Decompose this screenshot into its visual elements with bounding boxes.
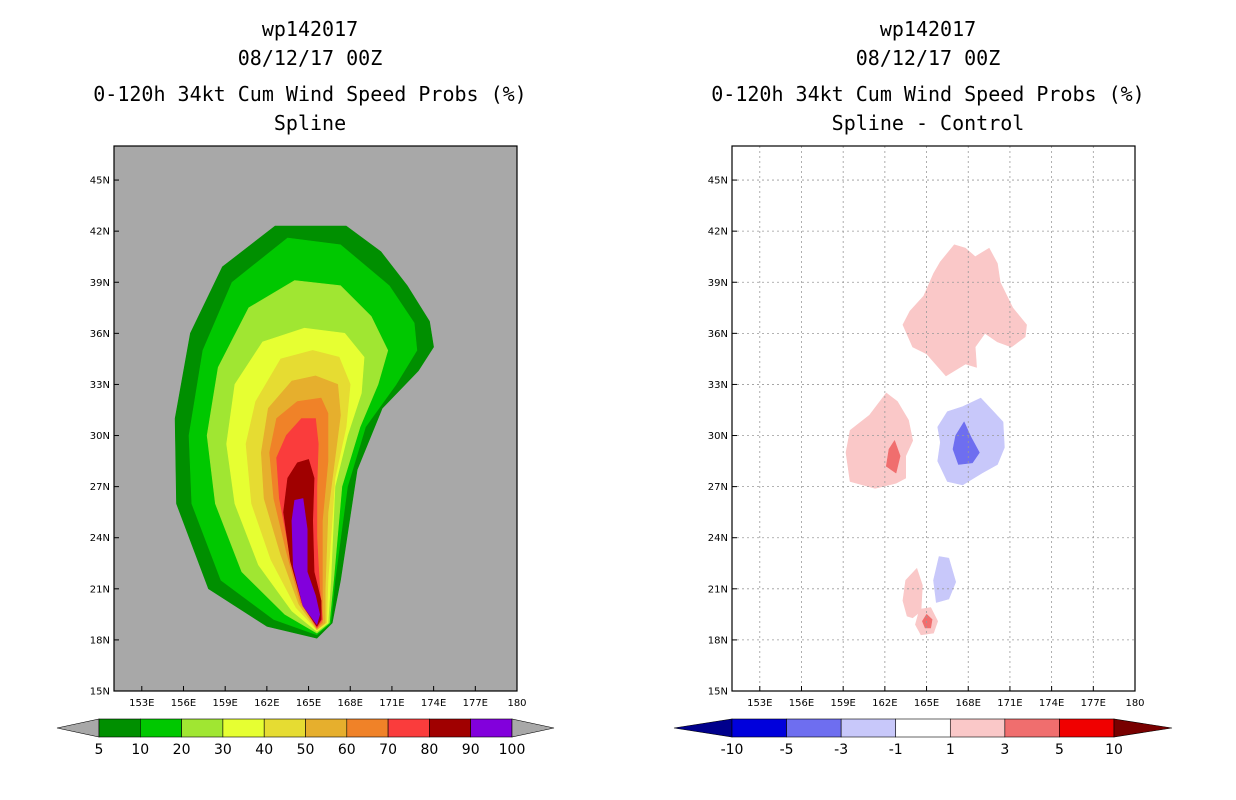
colorbar-swatch (731, 718, 787, 738)
colorbar-swatch (949, 718, 1006, 738)
plot-frame (731, 145, 1136, 692)
x-tick-label: 171E (379, 698, 404, 709)
right-storm-id: wp142017 (879, 17, 977, 41)
colorbar-label: 20 (173, 742, 191, 758)
y-tick-label: 18N (708, 635, 728, 646)
contour-region-3 (885, 440, 901, 474)
x-tick-label: 153E (129, 698, 154, 709)
x-tick-label: 177E (463, 698, 488, 709)
y-tick-label: 36N (90, 329, 110, 340)
y-tick-label: 33N (90, 380, 110, 391)
y-tick-label: 21N (708, 584, 728, 595)
y-tick-label: 18N (90, 635, 110, 646)
left-product: 0-120h 34kt Cum Wind Speed Probs (%) (93, 82, 527, 106)
y-tick-label: 42N (708, 227, 728, 238)
colorbar-label: 5 (1055, 742, 1064, 758)
colorbar-label: 10 (131, 742, 149, 758)
y-tick-label: 45N (708, 176, 728, 187)
x-tick-label: 180 (1125, 698, 1144, 709)
left-probability-map: 153E 156E 159E 162E 165E 168E 171E 174E 177E 180 1… (56, 145, 555, 758)
contour-region--1 (933, 556, 957, 603)
x-tick-label: 159E (212, 698, 237, 709)
colorbar-label: 10 (1105, 742, 1123, 758)
x-tick-label: 174E (1039, 698, 1064, 709)
y-tick-label: 15N (708, 687, 728, 698)
y-tick-label: 30N (708, 431, 728, 442)
colorbar-left-arrow (673, 718, 733, 738)
colorbar-swatch (895, 718, 951, 738)
y-tick-label: 45N (90, 176, 110, 187)
left-datetime: 08/12/17 00Z (237, 46, 383, 70)
x-tick-label: 174E (421, 698, 446, 709)
y-tick-label: 24N (90, 533, 110, 544)
contour-region-1 (902, 244, 1027, 377)
contour-region-3 (922, 614, 933, 629)
colorbar-label: 60 (338, 742, 356, 758)
colorbar-label: 3 (1000, 742, 1009, 758)
right-datetime: 08/12/17 00Z (855, 46, 1001, 70)
colorbar-swatch (786, 718, 842, 738)
x-tick-label: 165E (296, 698, 321, 709)
x-tick-label: 171E (997, 698, 1022, 709)
contour-region--3 (952, 421, 980, 465)
colorbar-right-arrow (511, 718, 555, 738)
colorbar-swatch (840, 718, 897, 738)
y-tick-label: 21N (90, 584, 110, 595)
x-tick-label: 180 (507, 698, 526, 709)
x-tick-label: 153E (747, 698, 772, 709)
y-tick-label: 39N (708, 278, 728, 289)
x-tick-label: 159E (830, 698, 855, 709)
left-subtitle: Spline (273, 111, 347, 135)
left-storm-id: wp142017 (261, 17, 359, 41)
colorbar-label: -1 (889, 742, 903, 758)
colorbar-label: 100 (499, 742, 526, 758)
right-product: 0-120h 34kt Cum Wind Speed Probs (%) (711, 82, 1145, 106)
x-tick-label: 162E (254, 698, 279, 709)
colorbar-label: 50 (297, 742, 315, 758)
colorbar-label: -3 (834, 742, 848, 758)
colorbar-swatch (1004, 718, 1060, 738)
y-tick-label: 36N (708, 329, 728, 340)
contour-region-1 (902, 568, 923, 619)
colorbar-label: 5 (95, 742, 104, 758)
x-tick-label: 162E (872, 698, 897, 709)
plot-area (732, 146, 1135, 691)
x-tick-label: 177E (1081, 698, 1106, 709)
y-tick-label: 15N (90, 687, 110, 698)
colorbar-label: 80 (420, 742, 438, 758)
colorbar-label: 30 (214, 742, 232, 758)
colorbar-right-arrow (1113, 718, 1173, 738)
contour-region-90 (291, 498, 321, 625)
y-tick-label: 33N (708, 380, 728, 391)
colorbar-label: 90 (462, 742, 480, 758)
y-tick-label: 27N (90, 482, 110, 493)
x-tick-label: 156E (789, 698, 814, 709)
colorbar-label: 40 (255, 742, 273, 758)
x-tick-label: 165E (914, 698, 939, 709)
colorbar-label: 70 (379, 742, 397, 758)
plot-frame (113, 145, 518, 692)
colorbar-label: -10 (721, 742, 744, 758)
y-tick-label: 24N (708, 533, 728, 544)
y-tick-label: 30N (90, 431, 110, 442)
colorbar-swatch (1059, 718, 1115, 738)
right-subtitle: Spline - Control (831, 111, 1025, 135)
y-tick-label: 39N (90, 278, 110, 289)
y-tick-label: 42N (90, 227, 110, 238)
x-tick-label: 168E (338, 698, 363, 709)
right-panel-title: wp142017 08/12/17 00Z 0-120h 34kt Cum Wi… (678, 15, 1178, 138)
colorbar-label: 1 (946, 742, 955, 758)
colorbar-label: -5 (780, 742, 794, 758)
x-tick-label: 156E (171, 698, 196, 709)
left-panel-title: wp142017 08/12/17 00Z 0-120h 34kt Cum Wi… (60, 15, 560, 138)
y-tick-label: 27N (708, 482, 728, 493)
x-tick-label: 168E (956, 698, 981, 709)
